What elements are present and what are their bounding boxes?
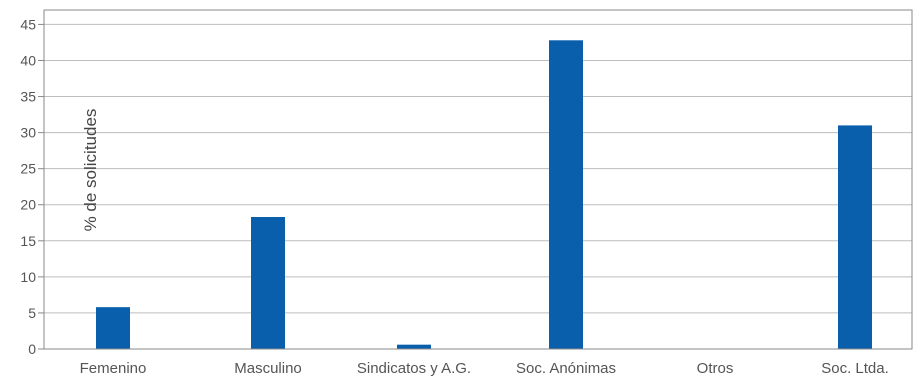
plot-frame	[43, 9, 913, 350]
y-tick-label: 30	[20, 125, 36, 141]
y-tick-label: 35	[20, 89, 36, 105]
y-tick-label: 10	[20, 269, 36, 285]
y-tick-label: 45	[20, 16, 36, 32]
x-category-label: Masculino	[234, 360, 302, 377]
bar	[397, 344, 431, 349]
y-axis-label: % de solicitudes	[81, 109, 100, 232]
bar	[549, 40, 583, 350]
bar	[838, 125, 872, 349]
y-tick-label: 40	[20, 52, 36, 68]
x-category-label: Sindicatos y A.G.	[357, 360, 471, 377]
x-category-label: Soc. Ltda.	[821, 360, 889, 377]
x-axis-categories: Femenino Masculino Sindicatos y A.G. Soc. A…	[80, 360, 889, 377]
y-tick-label: 0	[28, 341, 36, 357]
bar	[96, 307, 130, 349]
y-tick-label: 15	[20, 233, 36, 249]
bar	[251, 217, 285, 349]
y-tick-label: 5	[28, 305, 36, 321]
x-category-label: Soc. Anónimas	[516, 360, 616, 377]
x-category-label: Otros	[697, 360, 734, 377]
gridlines	[44, 23, 912, 350]
x-category-label: Femenino	[80, 360, 147, 377]
y-tick-label: 25	[20, 161, 36, 177]
y-tick-label: 20	[20, 197, 36, 213]
y-axis-ticks: 0 5 10 15 20 25 30 35 40 45	[20, 16, 44, 357]
bars	[96, 40, 872, 350]
